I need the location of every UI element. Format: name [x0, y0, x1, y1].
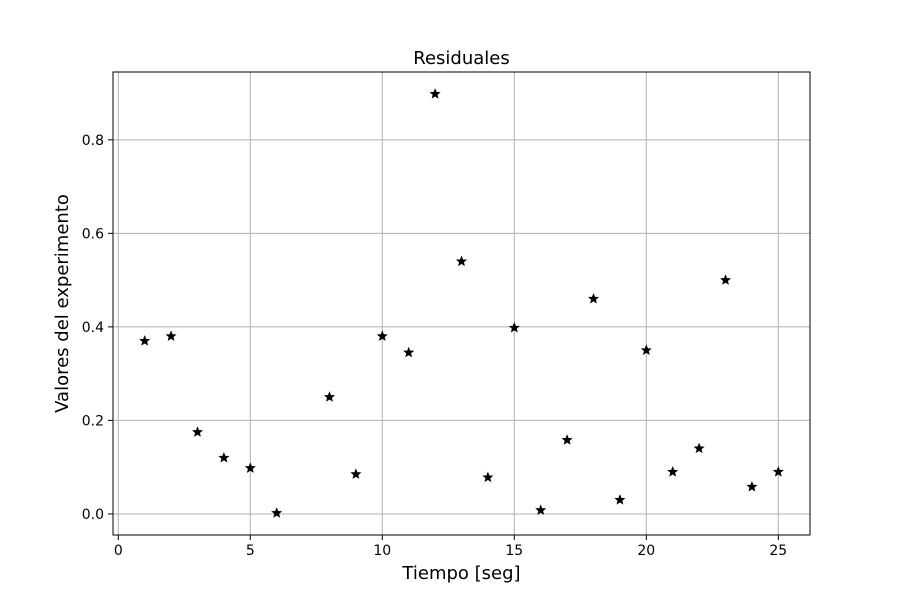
data-point-star: [455, 255, 468, 267]
x-tick-label: 20: [637, 543, 655, 559]
data-point-star: [482, 471, 494, 483]
data-point-star: [746, 481, 758, 492]
data-point-star: [139, 335, 151, 346]
data-point-star: [271, 507, 283, 518]
data-point-star: [693, 442, 705, 454]
x-axis-label: Tiempo [seg]: [401, 563, 520, 584]
y-axis-label: Valores del experimento: [52, 194, 73, 413]
data-point-star: [403, 346, 415, 358]
data-point-star: [165, 330, 177, 341]
x-tick-label: 15: [505, 543, 523, 559]
y-tick-label: 0.2: [82, 413, 104, 429]
data-point-star: [429, 88, 441, 99]
y-tick-label: 0.0: [82, 507, 104, 523]
x-tick-label: 0: [114, 543, 123, 559]
data-point-star: [218, 452, 230, 463]
data-point-star: [191, 426, 204, 437]
data-point-star: [667, 466, 679, 477]
data-point-star: [772, 466, 784, 477]
x-tick-label: 10: [373, 543, 391, 559]
data-point-star: [323, 391, 336, 402]
y-tick-label: 0.6: [82, 226, 104, 242]
y-tick-label: 0.4: [82, 320, 104, 336]
data-points: [139, 88, 784, 518]
data-point-star: [350, 468, 362, 479]
grid: [113, 72, 810, 535]
data-point-star: [640, 344, 652, 355]
data-point-star: [614, 494, 626, 505]
y-tick-label: 0.8: [82, 133, 104, 149]
axis-ticks: 0 5 10 15 20 25 0.0 0.2 0.4 0.6 0.8: [82, 133, 787, 559]
data-point-star: [508, 322, 520, 333]
x-tick-label: 25: [769, 543, 787, 559]
data-point-star: [719, 274, 732, 285]
data-point-star: [535, 504, 547, 515]
plot-frame: [112, 71, 811, 536]
data-point-star: [561, 434, 573, 445]
x-tick-label: 5: [246, 543, 255, 559]
chart-title: Residuales: [413, 48, 509, 69]
data-point-star: [587, 293, 600, 304]
data-point-star: [244, 462, 256, 473]
data-point-star: [376, 330, 388, 341]
